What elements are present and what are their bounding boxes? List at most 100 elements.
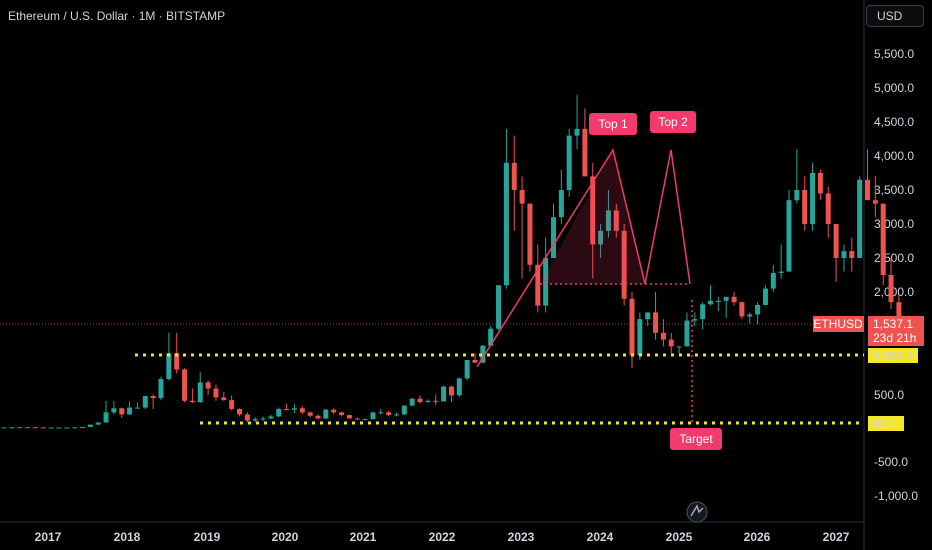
candle-body bbox=[150, 396, 156, 399]
candle-body bbox=[802, 190, 808, 224]
candle-body bbox=[346, 415, 352, 419]
candle-body bbox=[9, 427, 15, 429]
time-axis[interactable]: 2017 2018 2019 2020 2021 2022 2023 2024 2025 2026… bbox=[35, 530, 850, 544]
candle-body bbox=[252, 419, 258, 421]
support-tag-box bbox=[868, 348, 918, 363]
candle-body bbox=[810, 173, 816, 224]
candle-body bbox=[213, 388, 219, 398]
symbol-title: Ethereum / U.S. Dollar · 1M · BITSTAMP bbox=[8, 9, 226, 23]
candle-body bbox=[880, 203, 886, 275]
candle-body bbox=[472, 360, 478, 363]
pattern-fill bbox=[540, 150, 645, 284]
candle-body bbox=[692, 319, 698, 321]
candle-body bbox=[331, 409, 337, 413]
x-tick-label: 2024 bbox=[587, 530, 614, 544]
candle-body bbox=[134, 407, 140, 409]
candle-body bbox=[605, 210, 611, 231]
y-tick-label: 3,500.0 bbox=[874, 183, 914, 197]
candle-body bbox=[645, 312, 651, 320]
candle-body bbox=[582, 128, 588, 177]
candle-body bbox=[700, 304, 706, 320]
candle-body bbox=[56, 427, 62, 429]
candle-body bbox=[511, 162, 517, 190]
candle-body bbox=[629, 298, 635, 356]
candle-body bbox=[872, 200, 878, 204]
symbol-tag-box bbox=[813, 316, 864, 332]
candle-body bbox=[708, 300, 713, 305]
candle-body bbox=[323, 409, 329, 419]
candle-body bbox=[598, 230, 604, 245]
x-tick-label: 2021 bbox=[350, 530, 377, 544]
candle-body bbox=[229, 400, 235, 409]
candle-body bbox=[25, 427, 31, 429]
candle-body bbox=[417, 398, 423, 403]
top1-label: Top 1 bbox=[598, 117, 628, 131]
countdown-label: 23d 21h bbox=[873, 331, 916, 345]
candle-body bbox=[535, 264, 541, 306]
candle-body bbox=[394, 414, 399, 416]
y-tick-label: 5,500.0 bbox=[874, 47, 914, 61]
tradingview-logo-icon bbox=[686, 501, 708, 523]
candle-body bbox=[794, 190, 800, 201]
candle-body bbox=[1, 427, 7, 429]
pattern-drawings bbox=[0, 148, 864, 425]
candle-body bbox=[354, 418, 360, 420]
candle-body bbox=[786, 200, 792, 272]
y-tick-label: 4,000.0 bbox=[874, 149, 914, 163]
x-tick-label: 2026 bbox=[744, 530, 771, 544]
last-price-label: 1,537.1 bbox=[873, 317, 913, 331]
candle-body bbox=[299, 408, 305, 413]
candle-body bbox=[503, 162, 509, 286]
x-tick-label: 2020 bbox=[272, 530, 299, 544]
candle-body bbox=[778, 271, 784, 273]
candle-body bbox=[739, 302, 745, 317]
price-axis[interactable]: 5,500.0 5,000.0 4,500.0 4,000.0 3,500.0 3,000… bbox=[874, 47, 918, 503]
candle-body bbox=[362, 419, 368, 421]
candle-body bbox=[888, 275, 894, 303]
target-label-box bbox=[670, 428, 722, 450]
candle-body bbox=[370, 412, 376, 420]
candle-body bbox=[284, 408, 290, 410]
candle-body bbox=[715, 300, 721, 302]
candle-body bbox=[441, 386, 447, 402]
y-tick-label: 500.0 bbox=[874, 388, 904, 402]
x-tick-label: 2025 bbox=[666, 530, 693, 544]
candle-body bbox=[158, 379, 164, 399]
x-tick-label: 2022 bbox=[429, 530, 456, 544]
target-tag-box bbox=[868, 416, 904, 431]
candle-body bbox=[833, 224, 839, 258]
candle-body bbox=[80, 426, 85, 428]
candle-body bbox=[825, 193, 831, 224]
candle-body bbox=[770, 272, 776, 289]
target-tag: 83.1 bbox=[873, 417, 897, 431]
candle-body bbox=[574, 128, 580, 136]
candle-body bbox=[448, 386, 454, 396]
candle-body bbox=[747, 314, 753, 317]
candle-body bbox=[142, 396, 148, 408]
candle-body bbox=[189, 400, 195, 403]
candle-body bbox=[660, 332, 666, 340]
candle-body bbox=[221, 397, 227, 401]
candle-body bbox=[386, 412, 392, 416]
candle-body bbox=[40, 427, 46, 429]
candle-body bbox=[519, 190, 525, 204]
y-tick-label: -500.0 bbox=[874, 455, 908, 469]
candle-body bbox=[64, 427, 70, 429]
candle-body bbox=[276, 408, 282, 417]
candle-body bbox=[857, 179, 863, 258]
candle-body bbox=[32, 427, 38, 429]
candle-body bbox=[731, 296, 737, 303]
candle-body bbox=[723, 296, 729, 301]
candle-body bbox=[237, 408, 242, 415]
currency-button[interactable]: USD bbox=[866, 5, 924, 27]
candle-body bbox=[95, 422, 101, 425]
candle-body bbox=[755, 304, 761, 315]
candle-body bbox=[456, 378, 462, 396]
last-price-box bbox=[868, 316, 924, 346]
candle-body bbox=[315, 415, 321, 419]
x-tick-label: 2019 bbox=[194, 530, 221, 544]
candle-body bbox=[849, 251, 855, 258]
y-tick-label: 5,000.0 bbox=[874, 81, 914, 95]
